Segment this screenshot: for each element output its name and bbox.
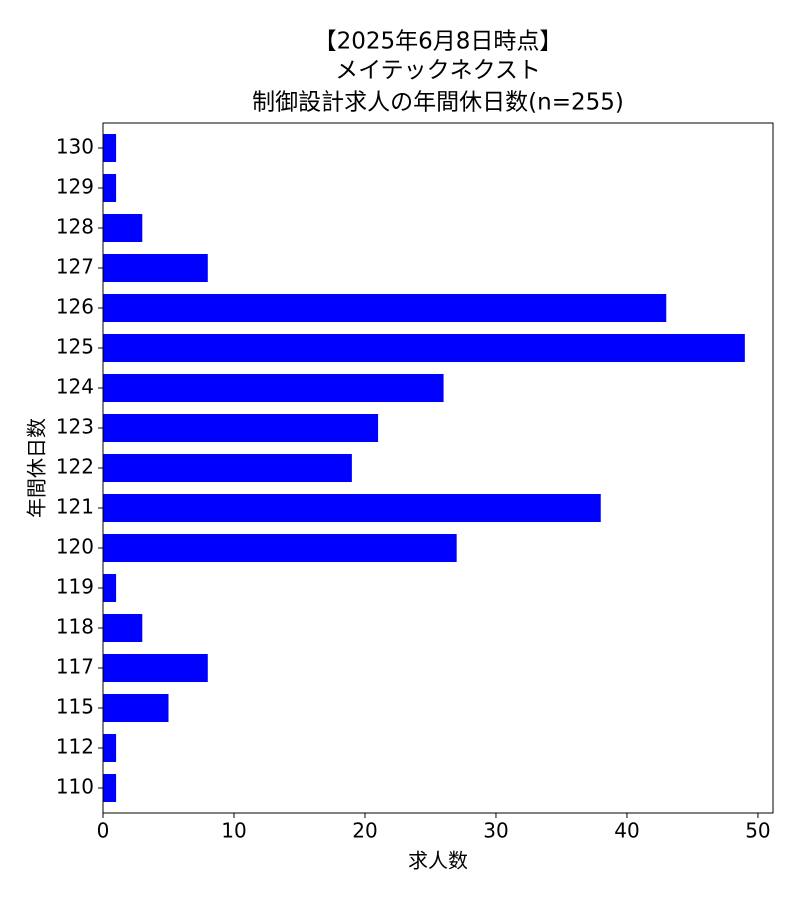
bar <box>103 574 117 602</box>
bar <box>103 254 208 282</box>
y-tick-label: 121 <box>56 495 94 519</box>
y-tick-label: 122 <box>56 455 94 479</box>
y-tick-label: 125 <box>56 335 94 359</box>
bar <box>103 174 117 202</box>
y-tick-label: 129 <box>56 175 94 199</box>
chart-title: 【2025年6月8日時点】 <box>314 29 563 55</box>
bar <box>103 414 379 442</box>
bar <box>103 494 601 522</box>
bar <box>103 534 457 562</box>
y-tick-label: 117 <box>56 655 94 679</box>
y-tick-label: 110 <box>56 775 94 799</box>
chart-title: 制御設計求人の年間休日数(n=255) <box>252 90 624 116</box>
bar <box>103 654 208 682</box>
chart-title: メイテックネクスト <box>335 58 541 84</box>
y-tick-label: 119 <box>56 575 94 599</box>
y-tick-label: 126 <box>56 295 94 319</box>
bar <box>103 774 117 802</box>
y-tick-label: 127 <box>56 255 94 279</box>
bar <box>103 734 117 762</box>
y-tick-label: 124 <box>56 375 94 399</box>
bar <box>103 614 143 642</box>
x-tick-label: 30 <box>483 819 508 843</box>
x-tick-label: 10 <box>221 819 246 843</box>
bar <box>103 134 117 162</box>
y-tick-label: 120 <box>56 535 94 559</box>
bar <box>103 694 169 722</box>
x-tick-label: 20 <box>352 819 377 843</box>
y-axis-label: 年間休日数 <box>25 418 49 518</box>
y-tick-label: 128 <box>56 215 94 239</box>
bar <box>103 334 745 362</box>
y-tick-label: 130 <box>56 135 94 159</box>
bar <box>103 294 667 322</box>
x-tick-label: 40 <box>614 819 639 843</box>
bar <box>103 374 444 402</box>
y-tick-label: 115 <box>56 695 94 719</box>
plot-frame <box>102 122 774 814</box>
bar <box>103 454 352 482</box>
y-tick-label: 118 <box>56 615 94 639</box>
x-axis-label: 求人数 <box>408 849 468 873</box>
x-tick-label: 0 <box>97 819 110 843</box>
bar <box>103 214 143 242</box>
x-tick-label: 50 <box>745 819 770 843</box>
y-tick-label: 112 <box>56 735 94 759</box>
y-tick-label: 123 <box>56 415 94 439</box>
